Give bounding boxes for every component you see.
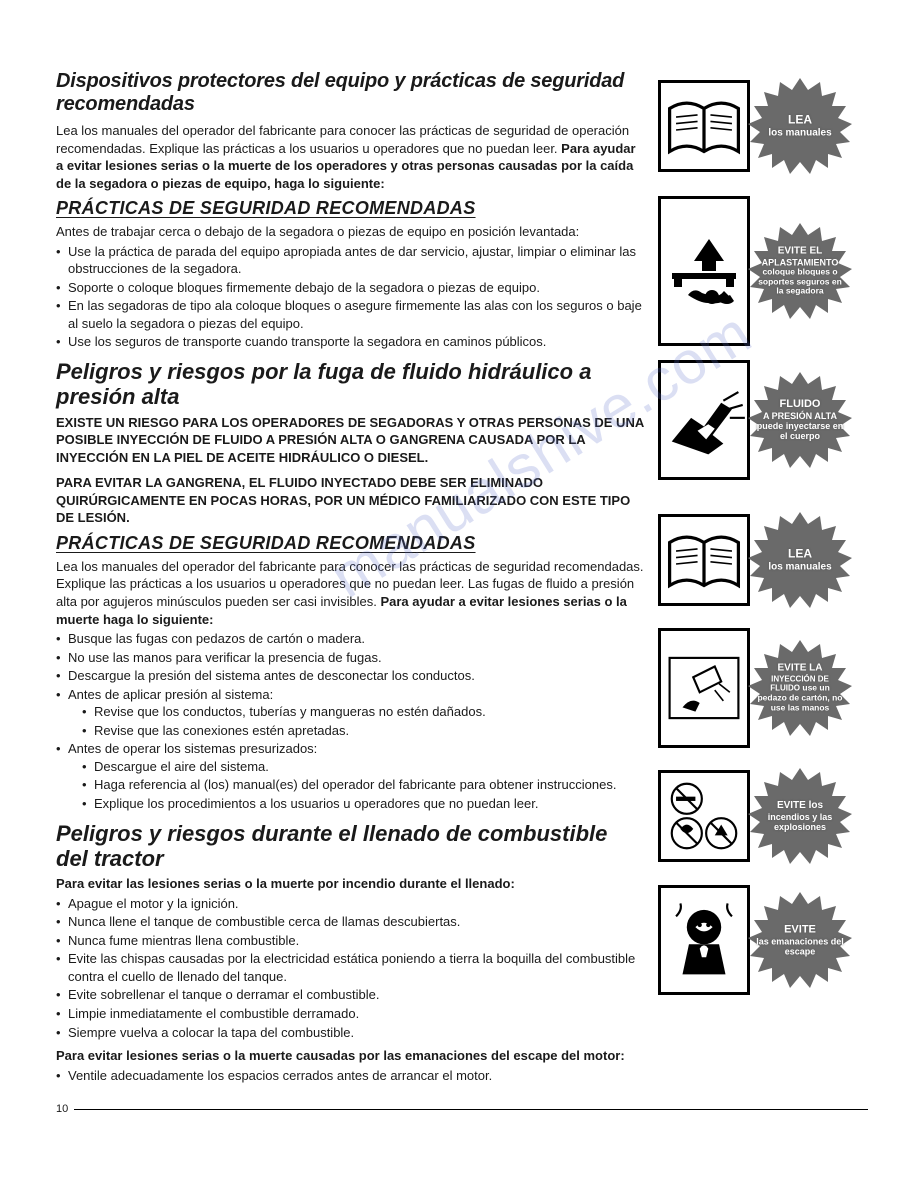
footer-rule <box>74 1109 868 1110</box>
list-item: Revise que los conductos, tuberías y man… <box>82 703 644 721</box>
list-item: Nunca llene el tanque de combustible cer… <box>56 913 644 931</box>
sec3-lead2: Para evitar lesiones serias o la muerte … <box>56 1047 644 1065</box>
sec2-bullets: Busque las fugas con pedazos de cartón o… <box>56 630 644 812</box>
icon-group-fluid: FLUIDO A PRESIÓN ALTA puede inyectarse e… <box>658 360 868 480</box>
star-line: EVITE <box>756 923 844 936</box>
starburst-cardboard: EVITE LA INYECCIÓN DE FLUIDO use un peda… <box>744 632 856 744</box>
star-line: EVITE LA <box>756 663 844 675</box>
list-item: Evite sobrellenar el tanque o derramar e… <box>56 986 644 1004</box>
sec3-bullets: Apague el motor y la ignición. Nunca lle… <box>56 895 644 1041</box>
starburst-crush: EVITE EL APLASTAMIENTO coloque bloques o… <box>744 215 856 327</box>
sec2-h2: PRÁCTICAS DE SEGURIDAD RECOMENDADAS <box>56 533 644 554</box>
list-item-label: Antes de operar los sistemas presurizado… <box>68 741 317 756</box>
star-line: LEA <box>756 547 844 561</box>
sec3-lead: Para evitar las lesiones serias o la mue… <box>56 875 644 893</box>
star-line: incendios y las explosiones <box>768 811 833 831</box>
sec1-p2: Antes de trabajar cerca o debajo de la s… <box>56 223 644 241</box>
star-line: FLUIDO <box>756 398 844 411</box>
star-text: EVITE LA INYECCIÓN DE FLUIDO use un peda… <box>756 663 844 714</box>
sec1-title: Dispositivos protectores del equipo y pr… <box>56 70 644 116</box>
no-smoking-icon <box>658 770 750 862</box>
exhaust-icon <box>658 885 750 995</box>
star-text: FLUIDO A PRESIÓN ALTA puede inyectarse e… <box>756 398 844 442</box>
star-text: EVITE las emanaciones del escape <box>756 923 844 956</box>
sec3-title: Peligros y riesgos durante el llenado de… <box>56 821 644 872</box>
starburst-exhaust: EVITE las emanaciones del escape <box>744 884 856 996</box>
list-item: Limpie inmediatamente el combustible der… <box>56 1005 644 1023</box>
star-text: EVITE EL APLASTAMIENTO coloque bloques o… <box>756 245 844 296</box>
sec1-intro-text: Lea los manuales del operador del fabric… <box>56 123 629 156</box>
star-line: A PRESIÓN ALTA <box>756 411 844 421</box>
icon-group-crush: EVITE EL APLASTAMIENTO coloque bloques o… <box>658 196 868 346</box>
sec1-bullets: Use la práctica de parada del equipo apr… <box>56 243 644 351</box>
star-line: puede inyectarse en el cuerpo <box>757 421 844 441</box>
list-item: Revise que las conexiones estén apretada… <box>82 722 644 740</box>
star-line: EVITE EL <box>756 245 844 257</box>
cardboard-icon <box>658 628 750 748</box>
list-item: Busque las fugas con pedazos de cartón o… <box>56 630 644 648</box>
hand-fluid-icon <box>658 360 750 480</box>
list-item: Use los seguros de transporte cuando tra… <box>56 333 644 351</box>
list-item: Siempre vuelva a colocar la tapa del com… <box>56 1024 644 1042</box>
page-footer: 10 <box>56 1103 868 1115</box>
list-item: Explique los procedimientos a los usuari… <box>82 795 644 813</box>
sec2-bold2: PARA EVITAR LA GANGRENA, EL FLUIDO INYEC… <box>56 474 644 527</box>
list-item: Descargue la presión del sistema antes d… <box>56 667 644 685</box>
list-item: Use la práctica de parada del equipo apr… <box>56 243 644 278</box>
star-line: los manuales <box>768 561 831 572</box>
book-icon <box>658 80 750 172</box>
page-number: 10 <box>56 1103 68 1115</box>
list-item: Nunca fume mientras llena combustible. <box>56 932 644 950</box>
icon-group-cardboard: EVITE LA INYECCIÓN DE FLUIDO use un peda… <box>658 628 868 748</box>
list-item: No use las manos para verificar la prese… <box>56 649 644 667</box>
starburst-fire: EVITE los incendios y las explosiones <box>744 760 856 872</box>
starburst-read-1: LEA los manuales <box>744 70 856 182</box>
sec2-sub1: Revise que los conductos, tuberías y man… <box>68 703 644 739</box>
star-line: EVITE los <box>756 800 844 812</box>
star-text: LEA los manuales <box>756 547 844 572</box>
list-item: Apague el motor y la ignición. <box>56 895 644 913</box>
icon-group-exhaust: EVITE las emanaciones del escape <box>658 884 868 996</box>
sec2-p3: Lea los manuales del operador del fabric… <box>56 558 644 628</box>
list-item-label: Antes de aplicar presión al sistema: <box>68 687 273 702</box>
sec2-bold1: EXISTE UN RIESGO PARA LOS OPERADORES DE … <box>56 414 644 467</box>
icon-group-fire: EVITE los incendios y las explosiones <box>658 760 868 872</box>
star-line: las emanaciones del escape <box>756 936 844 956</box>
sec1-intro: Lea los manuales del operador del fabric… <box>56 122 644 192</box>
list-item: Haga referencia al (los) manual(es) del … <box>82 776 644 794</box>
star-line: los manuales <box>768 127 831 138</box>
starburst-fluid: FLUIDO A PRESIÓN ALTA puede inyectarse e… <box>744 364 856 476</box>
list-item: Soporte o coloque bloques firmemente deb… <box>56 279 644 297</box>
sec3-bullets2: Ventile adecuadamente los espacios cerra… <box>56 1067 644 1085</box>
list-item: En las segadoras de tipo ala coloque blo… <box>56 297 644 332</box>
icon-group-read-1: LEA los manuales <box>658 70 868 182</box>
list-item: Ventile adecuadamente los espacios cerra… <box>56 1067 644 1085</box>
sec1-h2: PRÁCTICAS DE SEGURIDAD RECOMENDADAS <box>56 198 644 219</box>
star-line: coloque bloques o soportes seguros en la… <box>758 266 842 296</box>
main-content: Dispositivos protectores del equipo y pr… <box>56 70 644 1085</box>
sec2-sub2: Descargue el aire del sistema. Haga refe… <box>68 758 644 813</box>
list-item: Descargue el aire del sistema. <box>82 758 644 776</box>
list-item: Antes de aplicar presión al sistema: Rev… <box>56 686 644 740</box>
star-text: EVITE los incendios y las explosiones <box>756 800 844 832</box>
list-item: Evite las chispas causadas por la electr… <box>56 950 644 985</box>
icon-column: LEA los manuales EVITE EL APLASTAMIENTO … <box>658 70 868 1085</box>
book-icon <box>658 514 750 606</box>
star-text: LEA los manuales <box>756 113 844 138</box>
star-line: LEA <box>756 113 844 127</box>
crush-icon <box>658 196 750 346</box>
list-item: Antes de operar los sistemas presurizado… <box>56 740 644 812</box>
icon-group-read-2: LEA los manuales <box>658 504 868 616</box>
starburst-read-2: LEA los manuales <box>744 504 856 616</box>
sec2-title: Peligros y riesgos por la fuga de fluido… <box>56 359 644 410</box>
